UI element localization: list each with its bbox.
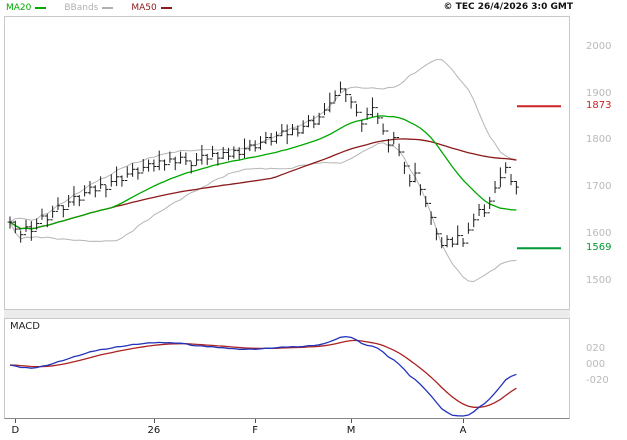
macd-signal-line: [9, 339, 517, 408]
price-axis-tick: 1600: [586, 228, 612, 239]
marker-label-1873: 1873: [586, 100, 612, 111]
legend-item-ma50: MA50: [131, 3, 172, 13]
copyright-text: © TEC 26/4/2026 3:0 GMT: [443, 2, 573, 12]
macd-chart: [9, 335, 517, 417]
macd-panel: MACD: [4, 318, 570, 419]
marker-label-1569: 1569: [586, 242, 612, 253]
time-axis-label-M: M: [346, 425, 356, 436]
macd-axis-tick: -020: [586, 375, 609, 386]
legend-line-swatch-icon: [102, 7, 114, 9]
time-axis-tick: [255, 419, 257, 423]
legend-line-swatch-icon: [160, 7, 172, 9]
legend-label: MA50: [131, 3, 157, 13]
ma20-line: [9, 115, 517, 230]
price-axis-tick: 2000: [586, 41, 612, 52]
bollinger-lower-line: [9, 142, 517, 283]
legend-label: MA20: [6, 3, 32, 13]
price-axis-tick: 1700: [586, 181, 612, 192]
price-bars: [7, 81, 519, 249]
macd-line: [9, 335, 517, 417]
macd-axis-tick: 000: [586, 359, 606, 370]
macd-panel-title: MACD: [10, 321, 40, 332]
price-axis-tick: 1500: [586, 275, 612, 286]
time-axis-label-A: A: [459, 425, 467, 436]
legend-item-ma20: MA20: [6, 3, 47, 13]
legend-line-swatch-icon: [35, 7, 47, 9]
indicator-legend: MA20 BBands MA50: [6, 3, 172, 13]
price-chart: [7, 59, 561, 283]
time-axis-label-D: D: [11, 425, 20, 436]
time-axis-tick: [15, 419, 17, 423]
price-panel: [4, 16, 570, 310]
time-axis: D 26 F M A: [4, 419, 570, 440]
time-axis-label-26: 26: [147, 425, 161, 436]
legend-item-bbands: BBands: [64, 3, 114, 13]
time-axis-label-F: F: [252, 425, 259, 436]
ma50-line: [9, 138, 517, 230]
macd-axis-tick: 020: [586, 343, 606, 354]
panel-separator: [4, 310, 570, 318]
time-axis-tick: [153, 419, 155, 423]
price-axis-tick: 1800: [586, 134, 612, 145]
legend-label: BBands: [64, 3, 99, 13]
time-axis-tick: [463, 419, 465, 423]
bollinger-upper-line: [9, 59, 517, 223]
price-axis-tick: 1900: [586, 88, 612, 99]
time-axis-tick: [351, 419, 353, 423]
value-axis: 2000 1900 1800 1700 1600 1500 1873 1569 020 000 -0…: [570, 0, 627, 440]
